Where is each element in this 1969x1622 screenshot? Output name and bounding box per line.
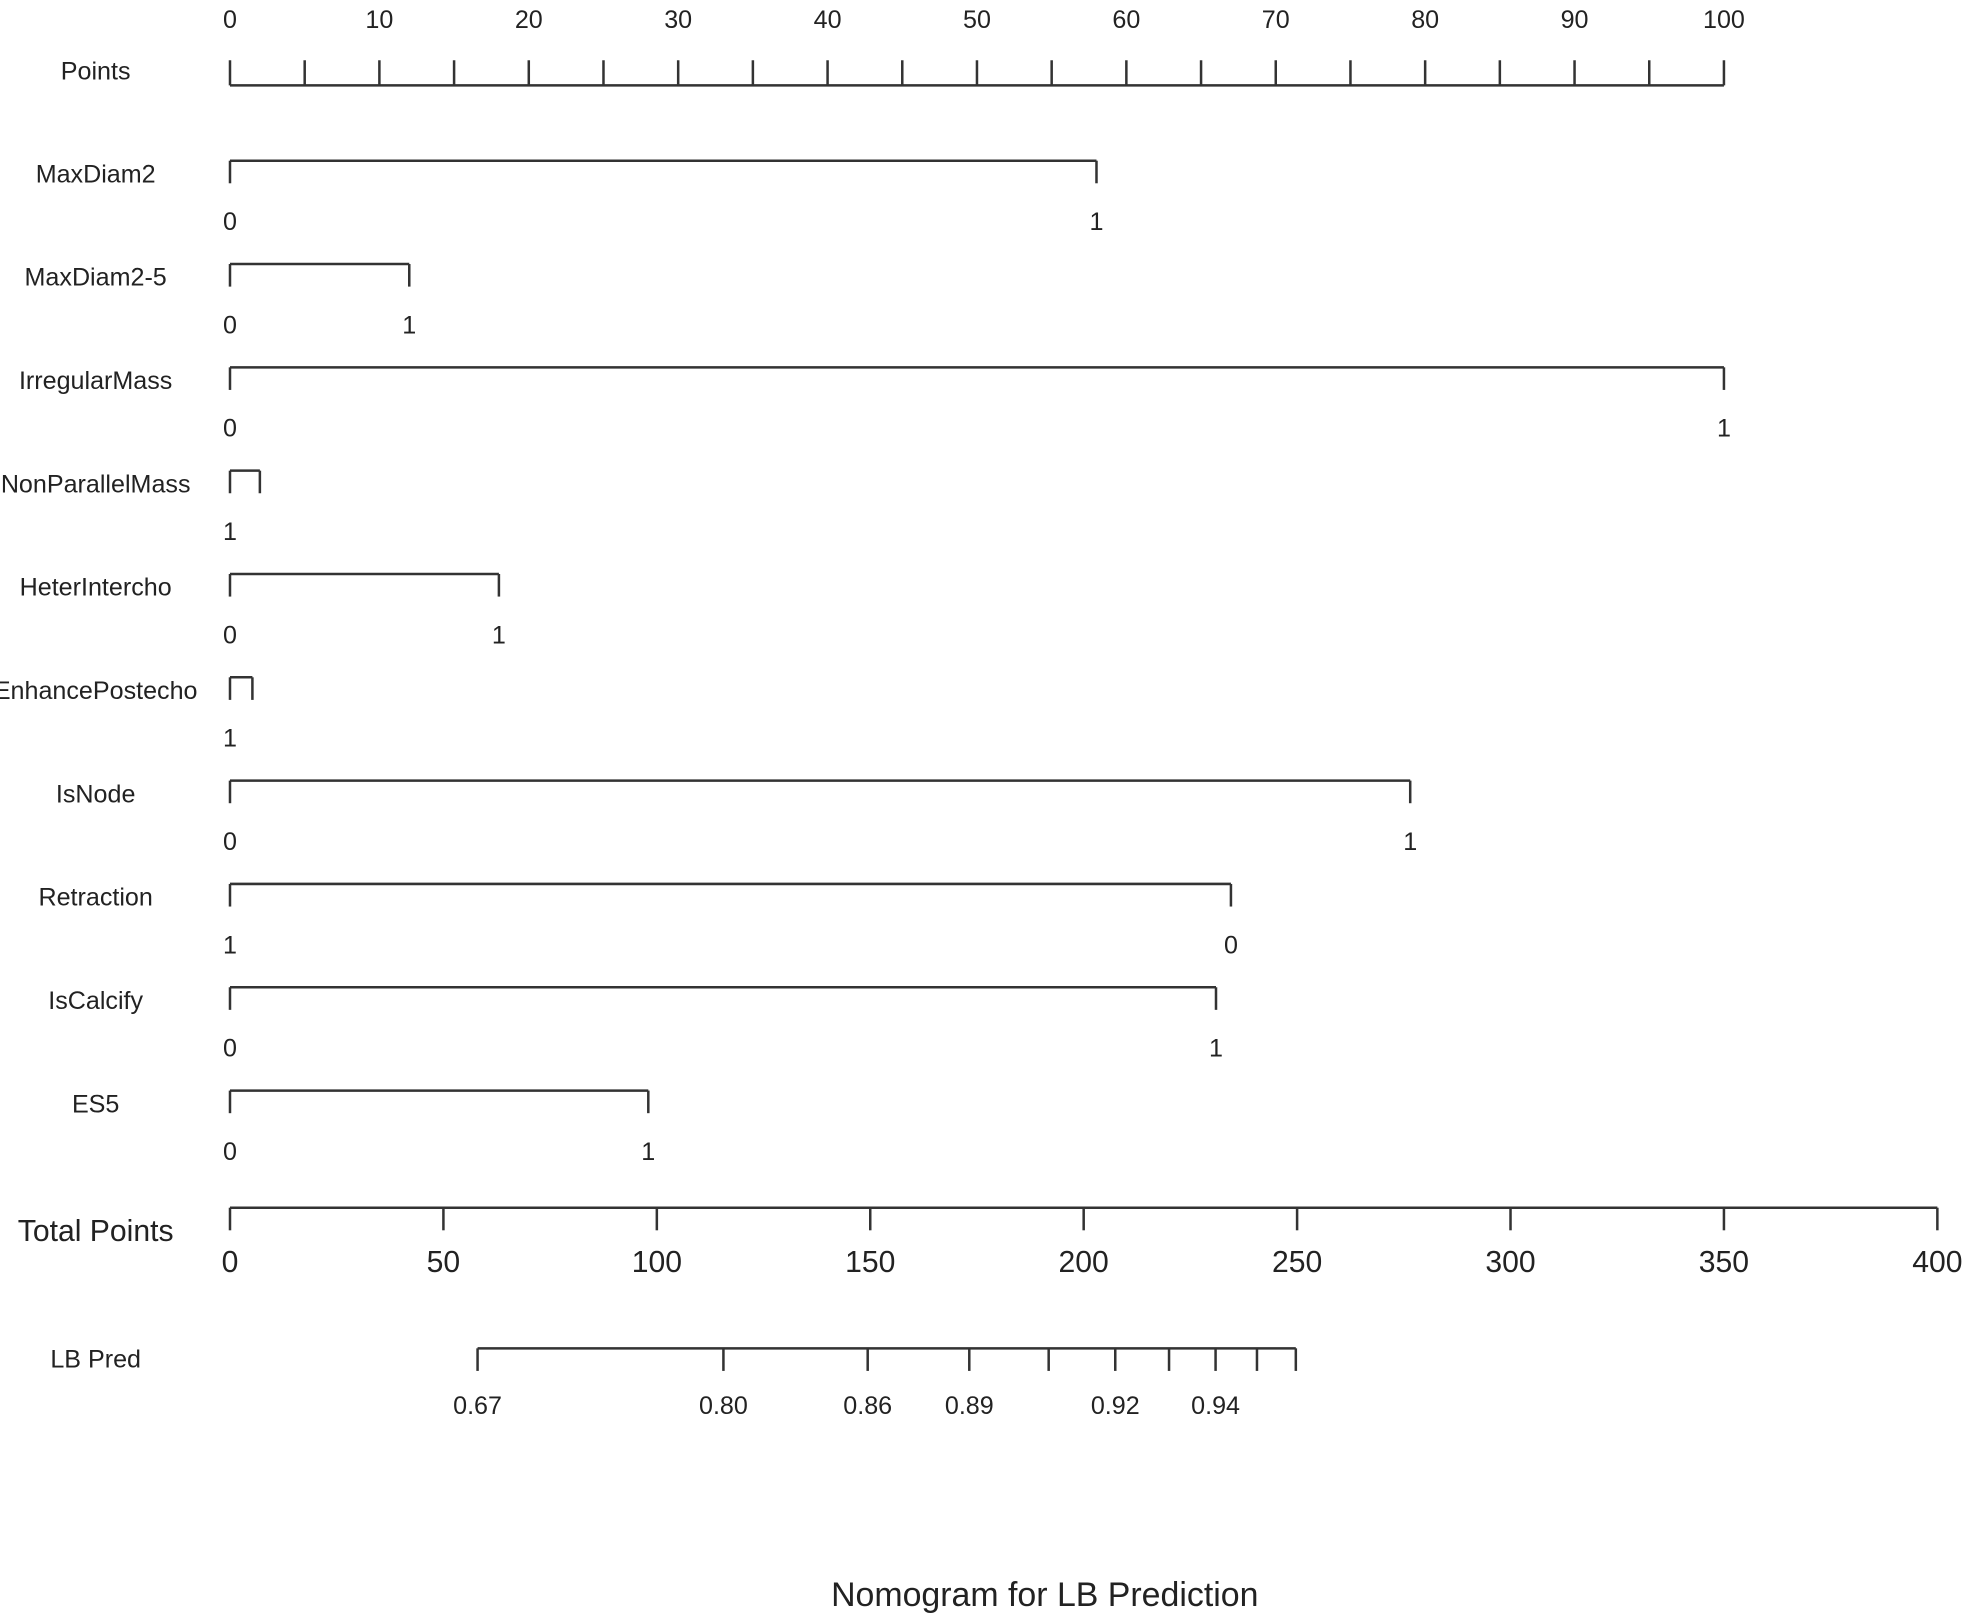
level-label: 1 [1209, 1035, 1223, 1063]
prediction-tick-label: 0.86 [843, 1392, 892, 1420]
level-label: 1 [1717, 415, 1731, 443]
points-tick-label: 80 [1411, 6, 1439, 34]
level-label: 0 [223, 311, 237, 339]
level-label: 0 [223, 415, 237, 443]
points-tick-label: 30 [664, 6, 692, 34]
total-points-label: Total Points [18, 1215, 174, 1248]
variable-name: MaxDiam2-5 [25, 264, 167, 292]
variable-name: IrregularMass [19, 367, 172, 395]
level-label: 1 [223, 931, 237, 959]
points-tick-label: 90 [1561, 6, 1589, 34]
points-tick-label: 100 [1703, 6, 1745, 34]
total-points-tick-label: 300 [1485, 1246, 1535, 1279]
level-label: 1 [223, 518, 237, 546]
variable-name: EnhancePostecho [0, 677, 198, 705]
chart-title: Nomogram for LB Prediction [831, 1576, 1258, 1614]
prediction-tick-label: 0.92 [1091, 1392, 1140, 1420]
level-label: 0 [223, 208, 237, 236]
total-points-tick-label: 400 [1912, 1246, 1962, 1279]
prediction-tick-label: 0.67 [453, 1392, 502, 1420]
variable-name: IsNode [56, 780, 136, 808]
variable-name: HeterIntercho [20, 574, 172, 602]
variable-name: Retraction [38, 884, 152, 912]
level-label: 1 [223, 725, 237, 753]
level-label: 0 [223, 828, 237, 856]
points-label: Points [61, 57, 131, 85]
variable-name: NonParallelMass [1, 470, 191, 498]
points-tick-label: 50 [963, 6, 991, 34]
level-label: 1 [1403, 828, 1417, 856]
points-tick-label: 0 [223, 6, 237, 34]
total-points-tick-label: 0 [222, 1246, 239, 1279]
level-label: 1 [492, 621, 506, 649]
level-label: 1 [402, 311, 416, 339]
total-points-tick-label: 200 [1059, 1246, 1109, 1279]
total-points-tick-label: 350 [1699, 1246, 1749, 1279]
points-tick-label: 70 [1262, 6, 1290, 34]
level-label: 1 [1089, 208, 1103, 236]
variable-name: MaxDiam2 [36, 160, 156, 188]
prediction-tick-label: 0.94 [1191, 1392, 1240, 1420]
level-label: 0 [1224, 931, 1238, 959]
points-tick-label: 10 [365, 6, 393, 34]
variable-name: ES5 [72, 1090, 119, 1118]
level-label: 1 [641, 1138, 655, 1166]
total-points-tick-label: 250 [1272, 1246, 1322, 1279]
variable-name: IsCalcify [48, 987, 143, 1015]
level-label: 0 [223, 1138, 237, 1166]
prediction-tick-label: 0.80 [699, 1392, 748, 1420]
level-label: 0 [223, 1035, 237, 1063]
points-tick-label: 40 [814, 6, 842, 34]
total-points-tick-label: 50 [427, 1246, 461, 1279]
level-label: 0 [223, 621, 237, 649]
total-points-tick-label: 100 [632, 1246, 682, 1279]
points-tick-label: 60 [1112, 6, 1140, 34]
total-points-tick-label: 150 [845, 1246, 895, 1279]
points-tick-label: 20 [515, 6, 543, 34]
prediction-tick-label: 0.89 [945, 1392, 994, 1420]
prediction-label: LB Pred [50, 1345, 141, 1373]
